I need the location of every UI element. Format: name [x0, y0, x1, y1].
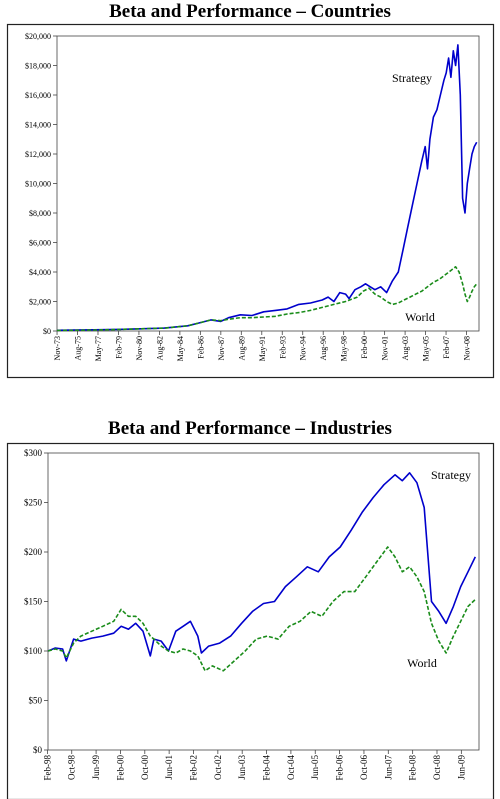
- x-tick-label: Aug-96: [319, 336, 328, 360]
- annotation-world: World: [407, 656, 437, 670]
- y-tick-label: $0: [33, 745, 43, 755]
- annotation-strategy: Strategy: [431, 468, 471, 482]
- series-line-world: [47, 546, 476, 672]
- x-tick-label: Nov-08: [463, 336, 472, 360]
- x-tick-label: Aug-75: [74, 336, 83, 360]
- x-tick-label: Nov-87: [217, 336, 226, 360]
- series-line-world: [56, 265, 478, 332]
- x-tick-label: Feb-79: [114, 336, 123, 359]
- y-tick-label: $2,000: [29, 298, 51, 307]
- x-tick-label: Aug-03: [401, 336, 410, 360]
- y-tick-label: $4,000: [29, 268, 51, 277]
- y-tick-label: $20,000: [25, 32, 51, 41]
- countries-chart: Beta and Performance – Countries $0 $2,00…: [0, 0, 500, 390]
- x-tick-label: Feb-08: [408, 755, 418, 781]
- x-tick-label: Feb-00: [360, 336, 369, 359]
- x-tick-label: Feb-07: [442, 336, 451, 359]
- x-tick-label: Oct-08: [432, 755, 442, 780]
- annotation-strategy: Strategy: [392, 71, 432, 85]
- x-tick-label: May-05: [422, 336, 431, 361]
- x-tick-label: Feb-93: [278, 336, 287, 359]
- countries-chart-title: Beta and Performance – Countries: [109, 1, 391, 22]
- x-tick-label: May-91: [258, 336, 267, 361]
- y-tick-label: $6,000: [29, 239, 51, 248]
- x-tick-label: Jun-99: [91, 755, 101, 780]
- y-tick-label: $300: [24, 448, 43, 458]
- x-tick-label: Feb-04: [262, 755, 272, 781]
- x-tick-label: Oct-98: [67, 755, 77, 780]
- annotation-world: World: [405, 310, 435, 324]
- x-tick-label: Nov-94: [299, 336, 308, 360]
- y-tick-label: $10,000: [25, 180, 51, 189]
- x-tick-label: Feb-86: [196, 336, 205, 359]
- x-tick-label: Oct-00: [140, 755, 150, 780]
- x-tick-label: Nov-73: [53, 336, 62, 360]
- industries-chart-svg: $0 $50 $100 $150 $200 $250 $300 Feb-98 Oct-98 Jun…: [6, 442, 495, 799]
- y-tick-label: $50: [29, 696, 43, 706]
- x-tick-label: Jun-03: [237, 755, 247, 780]
- x-tick-label: Jun-09: [456, 755, 466, 780]
- x-tick-label: Oct-06: [359, 755, 369, 780]
- x-tick-label: May-77: [94, 336, 103, 361]
- x-tick-label: Jun-07: [383, 755, 393, 780]
- x-tick-label: Feb-06: [335, 755, 345, 781]
- y-tick-label: $12,000: [25, 150, 51, 159]
- y-tick-label: $8,000: [29, 209, 51, 218]
- y-tick-label: $14,000: [25, 121, 51, 130]
- x-tick-label: Feb-02: [188, 755, 198, 781]
- x-tick-label: Jun-01: [164, 755, 174, 780]
- y-tick-label: $150: [24, 597, 43, 607]
- x-tick-label: Feb-98: [42, 755, 52, 781]
- chart-frame: [6, 442, 495, 799]
- x-tick-label: Jun-05: [310, 755, 320, 780]
- y-tick-label: $0: [43, 327, 51, 336]
- x-tick-label: May-84: [176, 336, 185, 361]
- industries-chart-title: Beta and Performance – Industries: [108, 418, 392, 439]
- x-tick-label: Oct-04: [286, 755, 296, 780]
- x-tick-label: Oct-02: [213, 755, 223, 780]
- x-tick-label: Aug-82: [155, 336, 164, 360]
- x-tick-label: Aug-89: [237, 336, 246, 360]
- x-tick-label: Nov-01: [381, 336, 390, 360]
- x-tick-label: May-98: [340, 336, 349, 361]
- industries-chart: Beta and Performance – Industries $0 $50 $…: [0, 410, 500, 799]
- series-line-strategy: [47, 471, 477, 662]
- x-tick-label: Nov-80: [135, 336, 144, 360]
- countries-chart-svg: $0 $2,000 $4,000 $6,000 $8,000 $10,000 $12,000…: [6, 23, 495, 379]
- y-tick-label: $250: [24, 498, 43, 508]
- x-tick-label: Feb-00: [115, 755, 125, 781]
- y-tick-label: $18,000: [25, 62, 51, 71]
- y-tick-label: $200: [24, 547, 43, 557]
- y-tick-label: $100: [24, 646, 43, 656]
- y-tick-label: $16,000: [25, 91, 51, 100]
